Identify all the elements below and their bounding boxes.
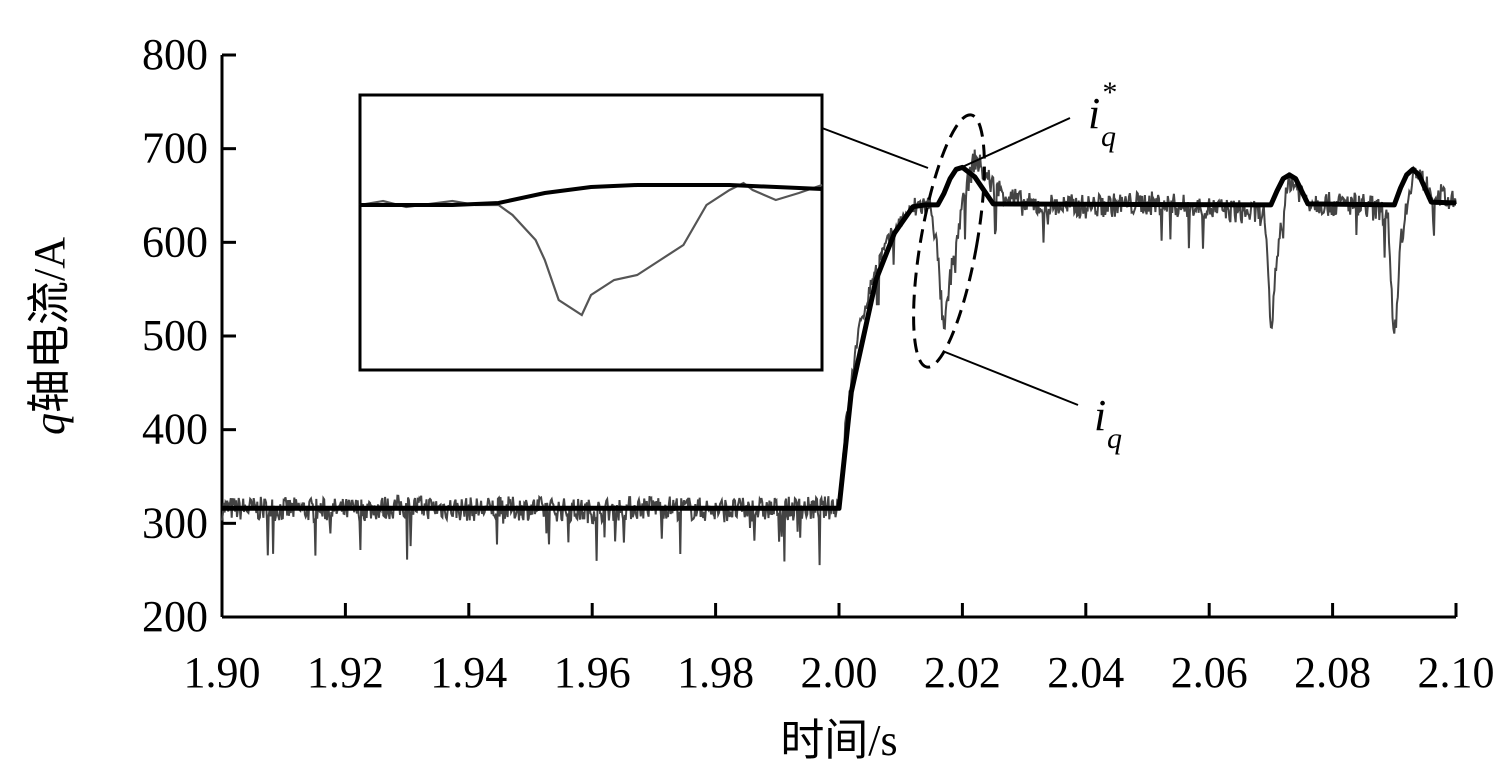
x-tick-label: 2.02 [924,648,1001,697]
x-tick-label: 1.92 [307,648,384,697]
y-axis-title: q轴电流/A [25,237,74,435]
x-axis-title: 时间/s [780,716,897,765]
x-tick-label: 2.08 [1294,648,1371,697]
x-tick-label: 2.00 [801,648,878,697]
ref-leader-line [959,117,1071,169]
y-tick-label: 400 [142,405,208,454]
x-tick-label: 2.10 [1418,648,1495,697]
y-tick-label: 700 [142,124,208,173]
y-tick-label: 300 [142,498,208,547]
meas-leader-line [944,351,1079,406]
x-tick-label: 2.06 [1171,648,1248,697]
series-layer [221,149,1457,566]
series-iq-reference [222,164,1457,511]
meas-label: i [1094,391,1106,440]
svg-text:q轴电流/A: q轴电流/A [25,237,74,435]
inset-reference-line [360,183,823,207]
x-tick-label: 1.94 [430,648,507,697]
y-tick-label: 600 [142,217,208,266]
y-axis-title-variable: q [25,413,74,435]
meas-label-sub: q [1107,422,1122,455]
ticks: 1.90 1.92 1.94 1.96 1.98 2.00 2.02 2.04 2.06 2.08… [142,30,1495,697]
zoom-inset [358,93,929,372]
inset-leader-line [821,127,929,169]
x-tick-label: 2.04 [1047,648,1124,697]
annotations: i q*i q [912,76,1122,455]
ref-label: i [1088,89,1100,138]
x-tick-label: 1.90 [184,648,261,697]
x-tick-label: 1.96 [554,648,631,697]
y-tick-label: 800 [142,30,208,79]
y-tick-label: 500 [142,311,208,360]
dashed-ellipse [912,113,986,369]
ref-label-sub: q [1101,120,1116,153]
ref-label-sup: * [1101,76,1116,109]
inset-frame [358,93,824,372]
y-tick-label: 200 [142,592,208,641]
y-axis-title-text: 轴电流/A [25,237,74,413]
x-tick-label: 1.98 [677,648,754,697]
